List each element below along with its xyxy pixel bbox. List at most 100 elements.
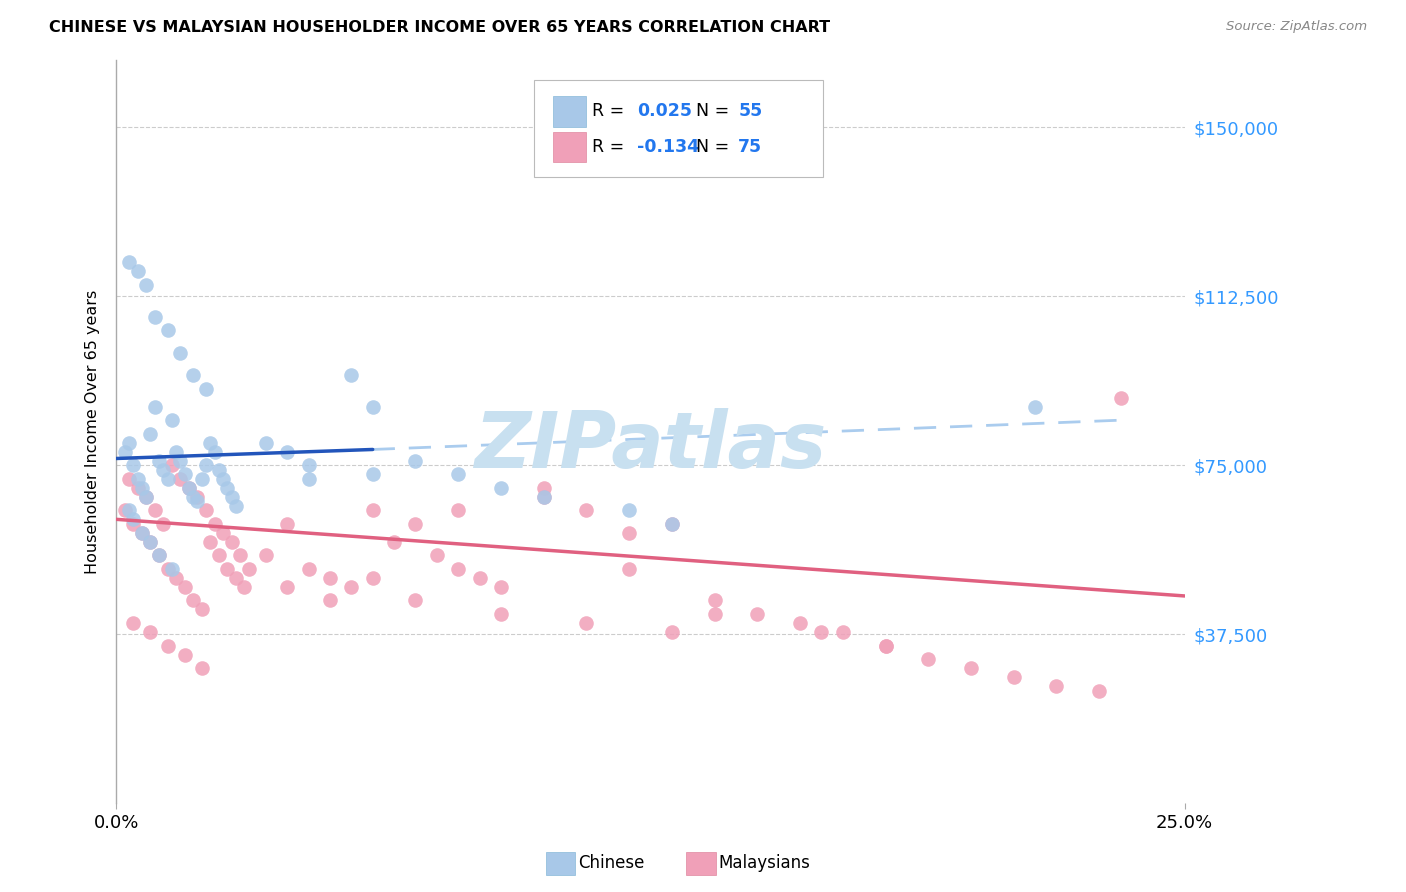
Point xyxy=(875,639,897,653)
Point xyxy=(143,310,166,324)
Point xyxy=(127,481,149,495)
Point xyxy=(447,503,470,517)
Point xyxy=(447,467,470,482)
Point xyxy=(190,472,212,486)
Point xyxy=(575,615,598,630)
Point xyxy=(165,444,187,458)
Point xyxy=(229,549,252,563)
Point xyxy=(382,534,405,549)
Point xyxy=(238,562,260,576)
Point xyxy=(160,458,183,473)
Text: CHINESE VS MALAYSIAN HOUSEHOLDER INCOME OVER 65 YEARS CORRELATION CHART: CHINESE VS MALAYSIAN HOUSEHOLDER INCOME … xyxy=(49,20,831,35)
Point xyxy=(177,481,200,495)
Point xyxy=(122,516,145,531)
Point xyxy=(127,264,149,278)
Point xyxy=(169,472,191,486)
Point xyxy=(747,607,769,621)
Point xyxy=(122,512,145,526)
Point xyxy=(1024,400,1046,414)
Point xyxy=(143,503,166,517)
Point xyxy=(831,625,853,640)
Point xyxy=(297,562,319,576)
Point xyxy=(297,458,319,473)
Point xyxy=(114,503,136,517)
Point xyxy=(173,580,195,594)
Point xyxy=(118,255,141,269)
Point xyxy=(139,534,162,549)
Point xyxy=(156,472,179,486)
Point xyxy=(204,516,226,531)
Point xyxy=(181,490,204,504)
Point xyxy=(131,525,153,540)
Point xyxy=(661,516,683,531)
Point xyxy=(156,639,179,653)
Point xyxy=(131,481,153,495)
Text: ZIPatlas: ZIPatlas xyxy=(474,409,827,484)
Point xyxy=(195,458,218,473)
Point xyxy=(404,516,426,531)
Point xyxy=(195,503,218,517)
Point xyxy=(173,467,195,482)
Point xyxy=(810,625,832,640)
Point xyxy=(200,435,222,450)
Point xyxy=(186,494,208,508)
Point xyxy=(156,562,179,576)
Text: Source: ZipAtlas.com: Source: ZipAtlas.com xyxy=(1226,20,1367,33)
Point xyxy=(404,454,426,468)
Point xyxy=(703,607,725,621)
Point xyxy=(221,534,243,549)
Point xyxy=(340,368,363,383)
Point xyxy=(152,463,174,477)
Point xyxy=(204,444,226,458)
Point xyxy=(135,490,157,504)
Point xyxy=(181,368,204,383)
Point xyxy=(160,413,183,427)
Text: Chinese: Chinese xyxy=(578,855,644,872)
Point xyxy=(276,444,298,458)
Text: R =: R = xyxy=(592,103,630,120)
Text: 75: 75 xyxy=(738,138,762,156)
Point xyxy=(319,593,342,607)
Point xyxy=(489,481,512,495)
Point xyxy=(489,580,512,594)
Point xyxy=(208,463,231,477)
Point xyxy=(173,648,195,662)
Point xyxy=(703,593,725,607)
Point xyxy=(217,562,239,576)
Point xyxy=(190,661,212,675)
Point xyxy=(118,503,141,517)
Text: Malaysians: Malaysians xyxy=(718,855,810,872)
Point xyxy=(212,525,235,540)
Point xyxy=(118,472,141,486)
Point xyxy=(195,382,218,396)
Point xyxy=(212,472,235,486)
Point xyxy=(190,602,212,616)
Point xyxy=(297,472,319,486)
Point xyxy=(131,525,153,540)
Point xyxy=(135,277,157,292)
Point xyxy=(152,516,174,531)
Point xyxy=(118,435,141,450)
Point xyxy=(114,444,136,458)
Point xyxy=(361,503,384,517)
Point xyxy=(533,490,555,504)
Point xyxy=(447,562,470,576)
Point xyxy=(661,625,683,640)
Point xyxy=(169,454,191,468)
Point xyxy=(127,472,149,486)
Point xyxy=(361,571,384,585)
Point xyxy=(139,426,162,441)
Point xyxy=(254,549,277,563)
Point xyxy=(617,503,640,517)
Text: N =: N = xyxy=(696,103,735,120)
Point xyxy=(160,562,183,576)
Text: 0.025: 0.025 xyxy=(637,103,692,120)
Point xyxy=(221,490,243,504)
Point xyxy=(225,571,247,585)
Point xyxy=(200,534,222,549)
Point xyxy=(276,580,298,594)
Point xyxy=(533,481,555,495)
Point xyxy=(1088,683,1111,698)
Point xyxy=(254,435,277,450)
Point xyxy=(960,661,983,675)
